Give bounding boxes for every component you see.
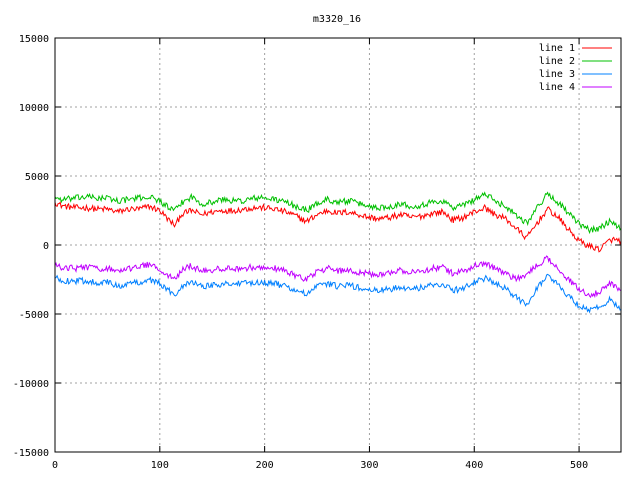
- series-line: [54, 191, 622, 235]
- y-tick-label: 0: [43, 241, 49, 252]
- legend-label: line 2: [539, 56, 575, 67]
- legend-label: line 3: [539, 69, 575, 80]
- x-tick-label: 100: [151, 460, 169, 471]
- legend: line 1 line 2 line 3 line 4: [539, 43, 612, 93]
- x-tick-label: 200: [256, 460, 274, 471]
- chart-title: m3320_16: [313, 14, 361, 25]
- x-tick-label: 0: [52, 460, 58, 471]
- legend-label: line 1: [539, 43, 575, 54]
- series-line: [54, 273, 622, 314]
- y-tick-label: -15000: [13, 448, 49, 459]
- series-line: [54, 201, 622, 253]
- axis-ticks: -15000 -10000 -5000 0 5000 10000 15000 0 100 200 3…: [13, 34, 621, 471]
- x-tick-label: 500: [570, 460, 588, 471]
- y-tick-label: -10000: [13, 379, 49, 390]
- x-tick-label: 400: [465, 460, 483, 471]
- legend-label: line 4: [539, 82, 575, 93]
- grid-lines: [55, 38, 621, 452]
- series-lines: [54, 191, 622, 314]
- series-line: [54, 255, 622, 299]
- y-tick-label: 15000: [19, 34, 49, 45]
- y-tick-label: 5000: [25, 172, 49, 183]
- y-tick-label: 10000: [19, 103, 49, 114]
- y-tick-label: -5000: [19, 310, 49, 321]
- x-tick-label: 300: [360, 460, 378, 471]
